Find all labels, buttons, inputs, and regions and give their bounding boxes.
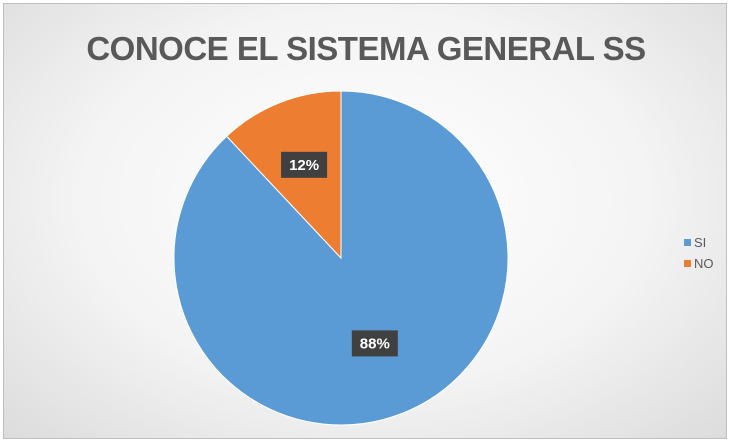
data-label-text: 12%: [289, 157, 319, 174]
chart-area: CONOCE EL SISTEMA GENERAL SS 88% 12% SI N…: [3, 3, 727, 439]
legend-label-si: SI: [694, 235, 707, 250]
data-label-si: 88%: [351, 330, 398, 357]
legend-swatch-si: [684, 239, 691, 246]
legend-item-no: NO: [684, 253, 714, 274]
data-label-no: 12%: [281, 151, 328, 178]
slice-labels: 88% 12%: [281, 151, 398, 357]
legend-label-no: NO: [694, 256, 714, 271]
legend-item-si: SI: [684, 232, 714, 253]
data-label-box: [351, 330, 398, 357]
legend-swatch-no: [684, 260, 691, 267]
data-label-box: [281, 151, 328, 178]
pie-slices: [173, 90, 509, 426]
legend: SI NO: [684, 232, 714, 274]
data-label-text: 88%: [360, 335, 390, 352]
pie-chart: 88% 12%: [173, 90, 509, 426]
chart-title: CONOCE EL SISTEMA GENERAL SS: [86, 30, 646, 67]
